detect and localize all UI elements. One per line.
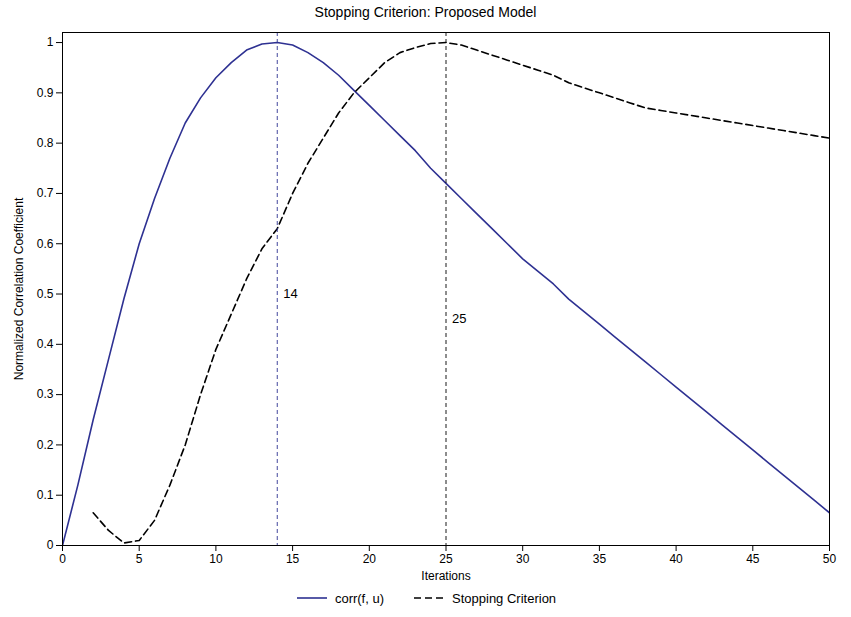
svg-text:0.7: 0.7 xyxy=(37,186,54,200)
svg-text:25: 25 xyxy=(452,311,466,326)
svg-text:15: 15 xyxy=(286,552,300,566)
svg-text:0.1: 0.1 xyxy=(37,488,54,502)
svg-text:35: 35 xyxy=(593,552,607,566)
svg-text:0.6: 0.6 xyxy=(37,237,54,251)
svg-text:0: 0 xyxy=(47,538,54,552)
svg-text:0.8: 0.8 xyxy=(37,136,54,150)
svg-text:14: 14 xyxy=(283,286,297,301)
svg-text:45: 45 xyxy=(746,552,760,566)
svg-text:20: 20 xyxy=(363,552,377,566)
svg-text:10: 10 xyxy=(209,552,223,566)
svg-text:0.2: 0.2 xyxy=(37,438,54,452)
svg-text:0: 0 xyxy=(59,552,66,566)
html-text:Stopping Criterion: Stopping Criterion xyxy=(452,590,557,606)
svg-text:Normalized Correlation Coeffic: Normalized Correlation Coefficient xyxy=(12,197,26,380)
svg-text:Iterations: Iterations xyxy=(421,569,470,583)
svg-text:1: 1 xyxy=(47,35,54,49)
html-text:Stopping Criterion: Proposed M: Stopping Criterion: Proposed Model xyxy=(314,4,537,20)
svg-text:0.4: 0.4 xyxy=(37,337,54,351)
svg-text:40: 40 xyxy=(669,552,683,566)
svg-text:0.9: 0.9 xyxy=(37,86,54,100)
svg-text:0.5: 0.5 xyxy=(37,287,54,301)
svg-text:25: 25 xyxy=(439,552,453,566)
svg-text:0.3: 0.3 xyxy=(37,387,54,401)
svg-text:30: 30 xyxy=(516,552,530,566)
svg-text:5: 5 xyxy=(136,552,143,566)
html-text:corr(f, u): corr(f, u) xyxy=(334,590,384,606)
svg-text:50: 50 xyxy=(823,552,837,566)
